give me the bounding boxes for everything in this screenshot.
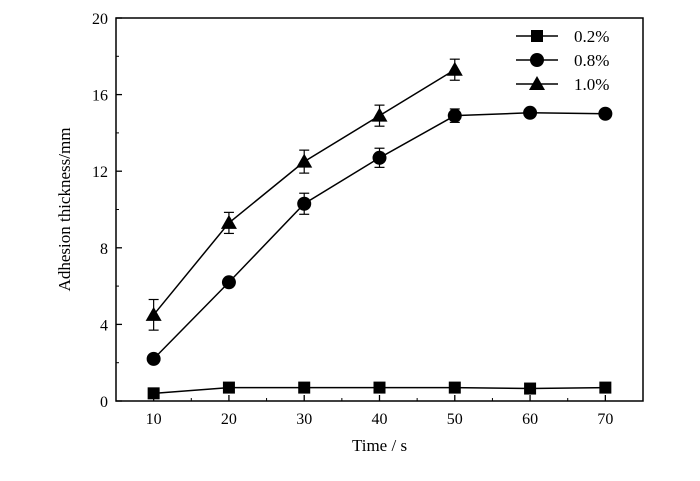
legend-item: 0.8% [516, 51, 609, 70]
data-point [147, 387, 160, 400]
data-point [221, 275, 236, 290]
legend-item: 1.0% [516, 75, 609, 94]
data-point [145, 306, 162, 321]
legend-label: 1.0% [574, 75, 609, 94]
data-point [220, 214, 237, 229]
plot-border [115, 17, 644, 402]
series-layer [145, 58, 613, 400]
x-tick-label: 30 [296, 411, 312, 428]
data-point [298, 381, 311, 394]
data-point [447, 108, 462, 123]
series-1 [146, 105, 613, 366]
legend-marker [530, 53, 544, 67]
y-axis-title: Adhesion thickness/mm [55, 128, 74, 292]
data-point [146, 351, 161, 366]
data-point [222, 381, 235, 394]
data-point [297, 196, 312, 211]
series-0 [147, 381, 612, 400]
data-point [446, 61, 463, 76]
data-point [372, 150, 387, 165]
axis-ticks: 10 20 30 40 50 60 70 0 4 8 12 16 20 [92, 11, 613, 428]
x-tick-label: 40 [372, 411, 388, 428]
legend-marker [529, 76, 545, 90]
data-point [523, 105, 538, 120]
y-tick-label: 16 [92, 88, 108, 105]
y-tick-label: 12 [92, 164, 108, 181]
legend-label: 0.2% [574, 27, 609, 46]
data-point [524, 382, 537, 395]
data-point [599, 381, 612, 394]
x-tick-label: 10 [146, 411, 162, 428]
y-tick-label: 8 [100, 241, 108, 258]
x-tick-label: 70 [597, 411, 613, 428]
series-line [153, 69, 456, 316]
data-point [598, 106, 613, 121]
y-tick-label: 4 [100, 317, 108, 334]
y-tick-label: 0 [100, 394, 108, 411]
x-axis-title: Time / s [352, 436, 407, 455]
x-tick-label: 20 [221, 411, 237, 428]
legend-marker [531, 30, 543, 42]
x-tick-label: 50 [447, 411, 463, 428]
series-2 [145, 58, 463, 331]
legend-item: 0.2% [516, 27, 609, 46]
data-point [373, 381, 386, 394]
legend: 0.2% 0.8% 1.0% [516, 27, 609, 94]
data-point [448, 381, 461, 394]
data-point [371, 107, 388, 122]
x-tick-label: 60 [522, 411, 538, 428]
legend-label: 0.8% [574, 51, 609, 70]
plot-frame [115, 17, 644, 402]
data-point [296, 153, 313, 168]
y-tick-label: 20 [92, 11, 108, 28]
